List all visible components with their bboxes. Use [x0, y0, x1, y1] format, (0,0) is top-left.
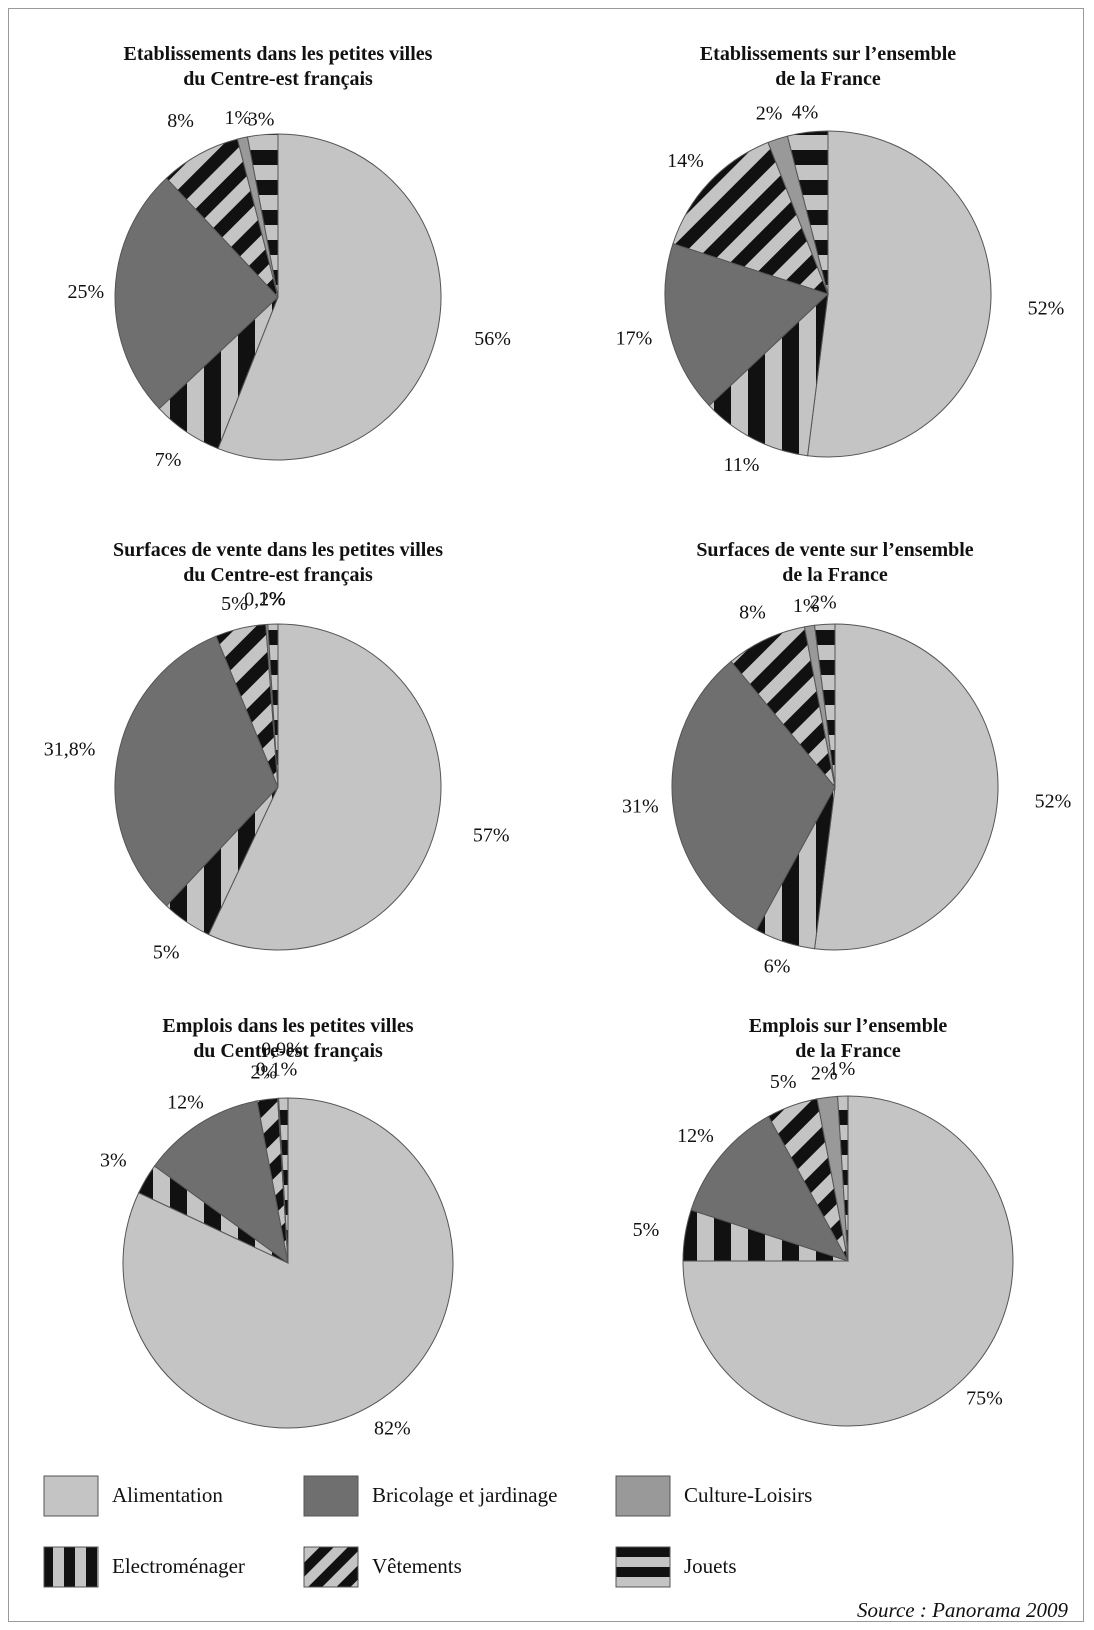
slice-label: 31%	[622, 795, 659, 817]
source-note: Source : Panorama 2009	[857, 1598, 1068, 1622]
chart-title-line: Etablissements dans les petites villes	[124, 43, 433, 65]
chart-title: Etablissements sur l’ensemble de la Franc…	[700, 43, 956, 90]
pie-chart-4: Surfaces de vente sur l’ensemble de la Fr…	[622, 539, 1071, 977]
slice-label: 52%	[1028, 298, 1065, 320]
chart-title-line: de la France	[795, 1040, 901, 1062]
pies-layer: Etablissements dans les petites villes du…	[44, 43, 1072, 1439]
slice-label: 57%	[473, 825, 510, 847]
pie-slice-bricolage-et-jardinage	[114, 177, 279, 410]
slice-label: 3%	[100, 1150, 127, 1172]
legend: Alimentation Electroménager Bricolage et j…	[43, 1475, 812, 1588]
slice-label: 82%	[374, 1417, 411, 1439]
pie-slice-jouets	[278, 1097, 289, 1264]
slice-label: 0,1%	[256, 1059, 298, 1081]
pie-slice-bricolage-et-jardinage	[671, 660, 836, 931]
slice-label: 6%	[764, 955, 791, 977]
slice-label: 1%	[224, 107, 251, 129]
slice-label: 8%	[739, 602, 766, 624]
chart-title-line: Surfaces de vente sur l’ensemble	[696, 539, 973, 561]
chart-title-line: Emplois sur l’ensemble	[749, 1015, 948, 1037]
pie-slice-electromenager	[708, 292, 829, 457]
pie-slice-jouets	[246, 133, 279, 298]
chart-title: Emplois dans les petites villes du Centre…	[162, 1015, 413, 1062]
pie-slice-jouets	[837, 1095, 849, 1262]
chart-title-line: du Centre-est français	[183, 68, 373, 90]
slice-label: 75%	[966, 1388, 1003, 1410]
slice-label: 3%	[248, 109, 275, 131]
pie-chart-3: Surfaces de vente dans les petites ville…	[44, 539, 510, 964]
slice-label: 52%	[1035, 791, 1072, 813]
chart-title-line: de la France	[775, 68, 881, 90]
pie-chart-1: Etablissements dans les petites villes du…	[67, 43, 510, 471]
pie-chart-2: Etablissements sur l’ensemble de la Franc…	[616, 43, 1065, 476]
legend-swatch-electromenager	[43, 1546, 99, 1588]
pie-chart-6: Emplois sur l’ensemble de la France 75% 5% 1…	[633, 1015, 1014, 1427]
slice-label: 7%	[155, 449, 182, 471]
legend-swatch-vetements	[303, 1546, 359, 1588]
legend-label-electromenager: Electroménager	[112, 1554, 245, 1578]
pie-slice-alimentation	[807, 130, 992, 458]
slice-label: 31,8%	[44, 739, 96, 761]
legend-label-vetements: Vêtements	[372, 1554, 462, 1578]
pie-slice-bricolage-et-jardinage	[690, 1115, 850, 1262]
pie-slice-jouets	[786, 130, 829, 295]
slice-label: 2%	[811, 1063, 838, 1085]
slice-label: 2%	[250, 1062, 277, 1084]
chart-title-line: du Centre-est français	[183, 564, 373, 586]
slice-label: 1%	[259, 588, 286, 610]
legend-swatch-jouets	[615, 1546, 671, 1588]
pie-chart-5: Emplois dans les petites villes du Centre…	[100, 1015, 454, 1439]
slice-label: 5%	[770, 1071, 797, 1093]
slice-label: 17%	[616, 327, 653, 349]
slice-label: 25%	[67, 281, 104, 303]
slice-label: 56%	[474, 328, 511, 350]
slice-label: 1%	[829, 1058, 856, 1080]
pie-slice-alimentation	[207, 623, 442, 951]
chart-title: Etablissements dans les petites villes du…	[124, 43, 433, 90]
slice-label: 2%	[810, 592, 837, 614]
pie-slice-vetements	[672, 141, 829, 295]
legend-label-bricolage-et-jardinage: Bricolage et jardinage	[372, 1483, 557, 1507]
slice-label: 5%	[221, 593, 248, 615]
chart-title-line: Etablissements sur l’ensemble	[700, 43, 956, 65]
pie-slice-jouets	[814, 623, 836, 788]
chart-title-line: du Centre-est français	[193, 1040, 383, 1062]
chart-title-line: de la France	[782, 564, 888, 586]
pie-slice-alimentation	[217, 133, 442, 461]
slice-label: 2%	[756, 103, 783, 125]
legend-label-culture-loisirs: Culture-Loisirs	[684, 1483, 812, 1507]
legend-swatch-bricolage-et-jardinage	[303, 1475, 359, 1517]
slice-label: 0,9%	[261, 1039, 303, 1061]
pie-slice-bricolage-et-jardinage	[114, 635, 279, 907]
slice-label: 5%	[633, 1219, 660, 1241]
legend-label-jouets: Jouets	[684, 1554, 737, 1578]
chart-title-line: Surfaces de vente dans les petites ville…	[113, 539, 443, 561]
slice-label: 1%	[793, 595, 820, 617]
chart-title: Emplois sur l’ensemble de la France	[749, 1015, 948, 1062]
slice-label: 14%	[667, 150, 704, 172]
slice-label: 5%	[153, 942, 180, 964]
chart-title-line: Emplois dans les petites villes	[162, 1015, 413, 1037]
pie-slice-jouets	[267, 623, 279, 788]
pie-slice-alimentation	[814, 623, 999, 951]
legend-label-alimentation: Alimentation	[112, 1483, 223, 1507]
chart-title: Surfaces de vente dans les petites ville…	[113, 539, 443, 586]
slice-label: 0,2%	[244, 588, 286, 610]
legend-swatch-culture-loisirs	[615, 1475, 671, 1517]
slice-label: 8%	[167, 110, 194, 132]
slice-label: 4%	[792, 101, 819, 123]
slice-label: 11%	[723, 454, 759, 476]
figure-frame	[8, 8, 1084, 1622]
chart-title: Surfaces de vente sur l’ensemble de la Fr…	[696, 539, 973, 586]
pie-slice-bricolage-et-jardinage	[664, 242, 829, 407]
pie-slice-bricolage-et-jardinage	[153, 1100, 289, 1265]
slice-label: 12%	[677, 1125, 714, 1147]
slice-label: 12%	[167, 1091, 204, 1113]
pie-slice-alimentation	[682, 1095, 1014, 1427]
legend-swatch-alimentation	[43, 1475, 99, 1517]
